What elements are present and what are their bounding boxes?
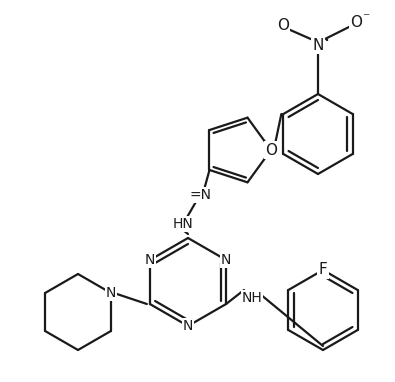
- Text: HN: HN: [173, 217, 194, 231]
- Text: ⁻: ⁻: [362, 11, 370, 25]
- Text: N: N: [106, 286, 116, 300]
- Text: ·: ·: [324, 31, 330, 50]
- Text: O: O: [265, 142, 277, 157]
- Text: F: F: [319, 262, 327, 277]
- Text: N: N: [145, 253, 155, 267]
- Text: N: N: [183, 319, 193, 333]
- Text: =N: =N: [189, 188, 211, 202]
- Text: N: N: [312, 37, 324, 52]
- Text: N: N: [221, 253, 231, 267]
- Text: NH: NH: [242, 291, 262, 305]
- Text: O: O: [350, 15, 362, 29]
- Text: O: O: [277, 18, 289, 32]
